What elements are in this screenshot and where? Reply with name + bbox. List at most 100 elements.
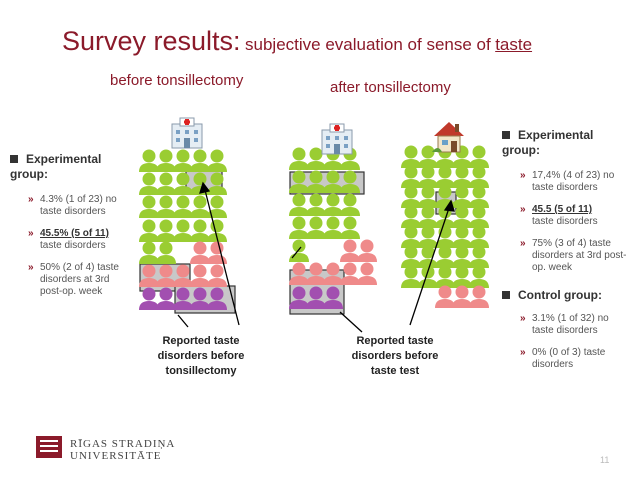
exp-heading-text: Experimental group:	[502, 128, 594, 157]
label-after: after tonsillectomy	[330, 79, 451, 96]
person-icon	[289, 216, 309, 239]
person-icon	[435, 245, 455, 268]
chevron-icon: »	[28, 228, 34, 239]
person-icon	[418, 225, 438, 248]
ctrl-heading: Control group:	[502, 288, 632, 303]
person-icon	[340, 193, 360, 216]
left-item-text: 4.3% (1 of 23) no taste disorders	[40, 194, 117, 217]
person-icon	[139, 219, 159, 242]
person-icon	[173, 219, 193, 242]
hospital-icon	[171, 117, 203, 149]
exp-item: » 17,4% (4 of 23) no taste disorders	[520, 170, 632, 194]
person-icon	[469, 265, 489, 288]
person-icon	[289, 193, 309, 216]
exp-item-emphasis: 45.5 (5 of 11)	[532, 204, 593, 215]
person-icon	[401, 165, 421, 188]
person-icon	[418, 165, 438, 188]
person-icon	[323, 216, 343, 239]
left-item: » 45.5% (5 of 11) taste disorders	[28, 228, 128, 252]
person-icon	[139, 241, 159, 264]
left-item-text: 50% (2 of 4) taste disorders at 3rd post…	[40, 262, 119, 297]
exp-item: » 45.5 (5 of 11) taste disorders	[520, 204, 632, 228]
person-icon	[469, 185, 489, 208]
university-logo-text: RĪGAS STRADIŅA UNIVERSITĀTE	[70, 438, 175, 462]
caption-before: Reported taste disorders before tonsille…	[157, 335, 245, 377]
title-sub: subjective evaluation of sense of	[245, 35, 491, 54]
person-icon	[190, 149, 210, 172]
logo-line2: UNIVERSITĀTE	[70, 450, 162, 462]
title-main: Survey results:	[62, 26, 241, 56]
person-icon	[139, 149, 159, 172]
title-keyword: taste	[495, 35, 533, 54]
ctrl-item: » 3.1% (1 of 32) no taste disorders	[520, 313, 632, 337]
person-icon	[401, 145, 421, 168]
ctrl-item-text: 0% (0 of 3) taste disorders	[532, 347, 606, 370]
ctrl-item: » 0% (0 of 3) taste disorders	[520, 347, 632, 371]
chevron-icon: »	[520, 313, 526, 324]
person-icon	[435, 265, 455, 288]
person-icon	[306, 216, 326, 239]
person-icon	[139, 195, 159, 218]
person-icon	[401, 225, 421, 248]
person-icon	[435, 285, 455, 308]
person-icon	[452, 245, 472, 268]
left-item-emphasis: 45.5% (5 of 11)	[40, 228, 109, 239]
person-icon	[173, 149, 193, 172]
person-icon	[418, 185, 438, 208]
left-item: » 50% (2 of 4) taste disorders at 3rd pos…	[28, 262, 128, 298]
left-panel: Experimental group: » 4.3% (1 of 23) no t…	[10, 152, 128, 298]
person-icon	[289, 147, 309, 170]
person-icon	[418, 145, 438, 168]
person-icon	[401, 205, 421, 228]
house-icon	[432, 122, 464, 153]
person-icon	[156, 219, 176, 242]
page-number: 11	[600, 455, 610, 465]
person-icon	[435, 165, 455, 188]
person-icon	[469, 225, 489, 248]
exp-item: » 75% (3 of 4) taste disorders at 3rd pos…	[520, 238, 632, 274]
chevron-icon: »	[28, 262, 34, 273]
person-icon	[452, 165, 472, 188]
person-icon	[401, 185, 421, 208]
person-icon	[469, 245, 489, 268]
left-item: » 4.3% (1 of 23) no taste disorders	[28, 194, 128, 218]
person-icon	[207, 149, 227, 172]
person-icon	[207, 241, 227, 264]
person-icon	[173, 195, 193, 218]
left-item-text: taste disorders	[40, 240, 106, 251]
person-icon	[207, 195, 227, 218]
person-icon	[469, 165, 489, 188]
person-icon	[340, 216, 360, 239]
person-icon	[418, 265, 438, 288]
chevron-icon: »	[28, 194, 34, 205]
person-icon	[323, 193, 343, 216]
left-heading: Experimental group:	[10, 152, 128, 182]
caption-after: Reported taste disorders before taste te…	[351, 335, 439, 377]
pointer-arrows	[177, 181, 455, 333]
person-icon	[357, 239, 377, 262]
person-icon	[156, 195, 176, 218]
person-icon	[156, 241, 176, 264]
person-icon	[306, 193, 326, 216]
person-icon	[452, 265, 472, 288]
label-before: before tonsillectomy	[110, 72, 244, 89]
person-icon	[469, 285, 489, 308]
person-icon	[340, 239, 360, 262]
person-icon	[190, 264, 210, 287]
person-icon	[401, 265, 421, 288]
square-bullet-icon	[10, 155, 18, 163]
person-icon	[469, 205, 489, 228]
square-bullet-icon	[502, 291, 510, 299]
person-icon	[435, 225, 455, 248]
person-icon	[357, 262, 377, 285]
slide-title: Survey results: subjective evaluation of…	[62, 26, 532, 57]
person-icon	[156, 172, 176, 195]
exp-item-text: taste disorders	[532, 216, 598, 227]
person-icon	[469, 145, 489, 168]
exp-heading: Experimental group:	[502, 128, 632, 158]
exp-item-text: 17,4% (4 of 23) no taste disorders	[532, 170, 615, 193]
person-icon	[156, 149, 176, 172]
university-logo-icon	[36, 436, 62, 458]
person-icon	[139, 172, 159, 195]
